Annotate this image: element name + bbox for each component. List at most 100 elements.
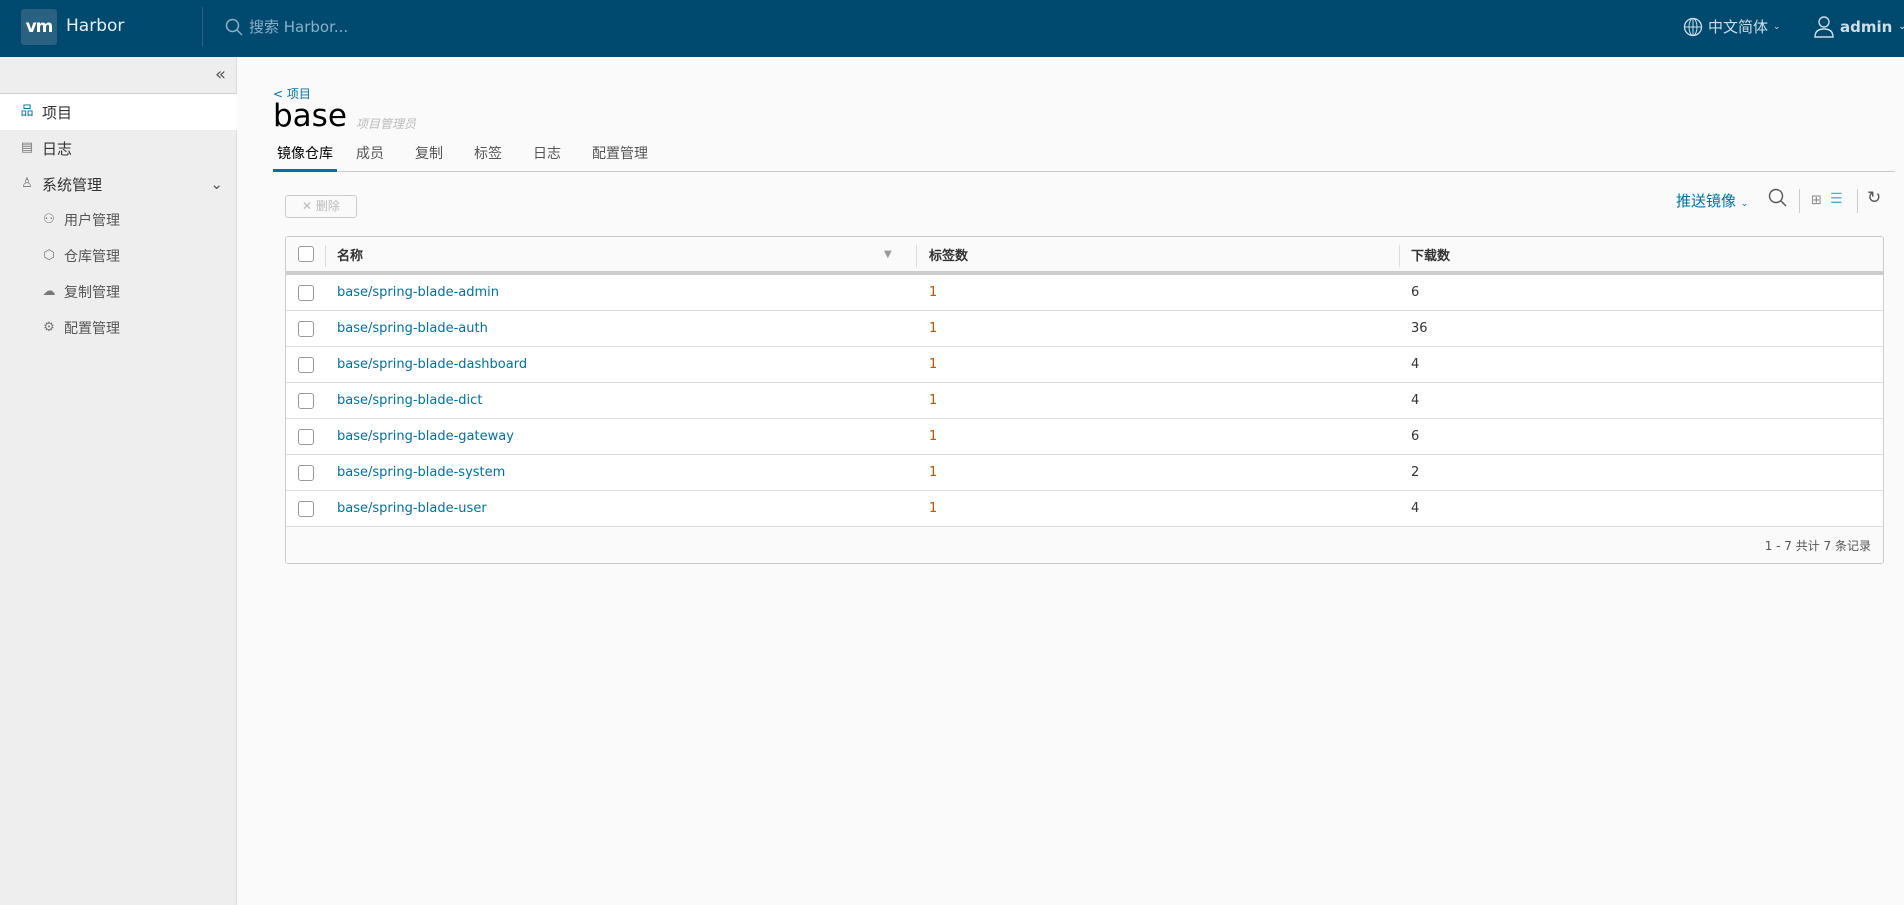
admin-icon: ♙ (21, 176, 33, 191)
tab-logs[interactable]: 日志 (533, 146, 561, 162)
sidebar-item-label: 日志 (42, 139, 73, 158)
sidebar-item-registries[interactable]: ⬡ 仓库管理 (42, 241, 120, 271)
projects-icon: 品 (20, 104, 34, 119)
divider (916, 245, 917, 267)
registry-icon: ⬡ (43, 248, 55, 263)
row-checkbox[interactable] (298, 320, 314, 337)
table-row: base/spring-blade-auth 1 36 (286, 311, 1883, 347)
brand-name[interactable]: Harbor (66, 16, 125, 36)
pull-count: 4 (1411, 357, 1420, 372)
tag-count: 1 (929, 501, 938, 516)
globe-icon (1683, 17, 1703, 36)
divider (202, 7, 203, 47)
row-checkbox[interactable] (298, 356, 314, 373)
sidebar-item-label: 用户管理 (64, 213, 120, 229)
divider (1799, 189, 1800, 213)
divider (1857, 189, 1858, 213)
tag-count: 1 (929, 429, 938, 444)
replication-icon: ☁ (42, 284, 56, 299)
tag-count: 1 (929, 357, 938, 372)
sidebar-item-administration[interactable]: ♙ 系统管理 ⌄ (0, 166, 237, 202)
project-tabs: 镜像仓库 成员 复制 标签 日志 配置管理 (273, 143, 1895, 172)
row-checkbox[interactable] (298, 392, 314, 409)
list-view-icon[interactable]: ☰ (1830, 191, 1843, 207)
sidebar-item-logs[interactable]: ▤ 日志 (0, 130, 237, 166)
tag-count: 1 (929, 465, 938, 480)
card-view-icon[interactable]: ⊞ (1811, 193, 1822, 208)
sidebar-item-projects[interactable]: 品项目 (0, 94, 237, 130)
filter-icon[interactable]: ▼ (884, 248, 892, 260)
search-icon (225, 18, 243, 36)
user-menu[interactable]: admin ⌄ (1814, 16, 1904, 38)
language-label: 中文简体 (1708, 18, 1769, 36)
repository-name-link[interactable]: base/spring-blade-system (337, 465, 506, 480)
table-row: base/spring-blade-gateway 1 6 (286, 419, 1883, 455)
row-checkbox[interactable] (298, 284, 314, 301)
divider (325, 245, 326, 267)
repository-name-link[interactable]: base/spring-blade-auth (337, 321, 488, 336)
gear-icon: ⚙ (43, 320, 55, 335)
table-header: 名称 ▼ 标签数 下载数 (286, 237, 1883, 275)
repository-table: 名称 ▼ 标签数 下载数 base/spring-blade-admin 1 6… (285, 236, 1884, 564)
top-header: vm Harbor 搜索 Harbor... 中文简体 ⌄ admin ⌄ (0, 0, 1904, 57)
tag-count: 1 (929, 321, 938, 336)
pull-count: 6 (1411, 429, 1420, 444)
users-icon: ⚇ (43, 212, 55, 227)
table-row: base/spring-blade-dict 1 4 (286, 383, 1883, 419)
table-row: base/spring-blade-admin 1 6 (286, 275, 1883, 311)
refresh-icon[interactable]: ↻ (1867, 188, 1882, 208)
page-title: base (273, 98, 347, 134)
tab-labels[interactable]: 标签 (474, 146, 502, 162)
collapse-sidebar-icon[interactable]: « (214, 64, 226, 85)
pagination-summary: 1 - 7 共计 7 条记录 (286, 527, 1883, 563)
search-icon[interactable] (1768, 188, 1788, 213)
pull-count: 6 (1411, 285, 1420, 300)
breadcrumb[interactable]: < 项目 (273, 87, 311, 101)
pull-count: 4 (1411, 501, 1420, 516)
repository-name-link[interactable]: base/spring-blade-user (337, 501, 487, 516)
row-checkbox[interactable] (298, 464, 314, 481)
sidebar-item-users[interactable]: ⚇ 用户管理 (42, 205, 120, 235)
sidebar-item-replications[interactable]: ☁ 复制管理 (42, 277, 121, 307)
divider (1399, 245, 1400, 267)
chevron-down-icon: ⌄ (1773, 21, 1781, 32)
search-input[interactable]: 搜索 Harbor... (249, 18, 349, 36)
username: admin (1840, 18, 1893, 36)
push-image-button[interactable]: 推送镜像 ⌄ (1676, 190, 1748, 211)
divider (0, 93, 237, 94)
select-all-checkbox[interactable] (298, 246, 314, 262)
column-header-pulls[interactable]: 下载数 (1411, 248, 1451, 264)
row-checkbox[interactable] (298, 500, 314, 517)
user-icon (1814, 16, 1834, 38)
table-row: base/spring-blade-user 1 4 (286, 491, 1883, 527)
tab-repositories[interactable]: 镜像仓库 (273, 143, 337, 172)
sidebar-item-label: 配置管理 (64, 321, 120, 337)
language-selector[interactable]: 中文简体 ⌄ (1683, 16, 1781, 37)
delete-button[interactable]: ✕ 删除 (285, 195, 357, 218)
column-header-name[interactable]: 名称 (337, 248, 364, 264)
table-row: base/spring-blade-system 1 2 (286, 455, 1883, 491)
sidebar-item-configuration[interactable]: ⚙ 配置管理 (42, 313, 120, 343)
pull-count: 4 (1411, 393, 1420, 408)
tag-count: 1 (929, 285, 938, 300)
chevron-down-icon: ⌄ (1740, 199, 1749, 209)
repository-name-link[interactable]: base/spring-blade-dashboard (337, 357, 528, 372)
close-icon: ✕ (302, 199, 316, 213)
tab-replication[interactable]: 复制 (415, 146, 443, 162)
sidebar-item-label: 项目 (42, 103, 73, 122)
tab-members[interactable]: 成员 (356, 146, 384, 162)
vmware-logo[interactable]: vm (21, 9, 57, 45)
pull-count: 36 (1411, 321, 1428, 336)
tab-configuration[interactable]: 配置管理 (592, 146, 648, 162)
sidebar-item-label: 系统管理 (42, 175, 103, 194)
tag-count: 1 (929, 393, 938, 408)
row-checkbox[interactable] (298, 428, 314, 445)
global-search[interactable]: 搜索 Harbor... (225, 16, 348, 37)
column-header-tags[interactable]: 标签数 (929, 248, 969, 264)
delete-label: 删除 (315, 199, 340, 213)
chevron-down-icon: ⌄ (1898, 22, 1904, 32)
sidebar-item-label: 仓库管理 (64, 249, 120, 265)
repository-name-link[interactable]: base/spring-blade-admin (337, 285, 500, 300)
repository-name-link[interactable]: base/spring-blade-gateway (337, 429, 514, 444)
repository-name-link[interactable]: base/spring-blade-dict (337, 393, 483, 408)
